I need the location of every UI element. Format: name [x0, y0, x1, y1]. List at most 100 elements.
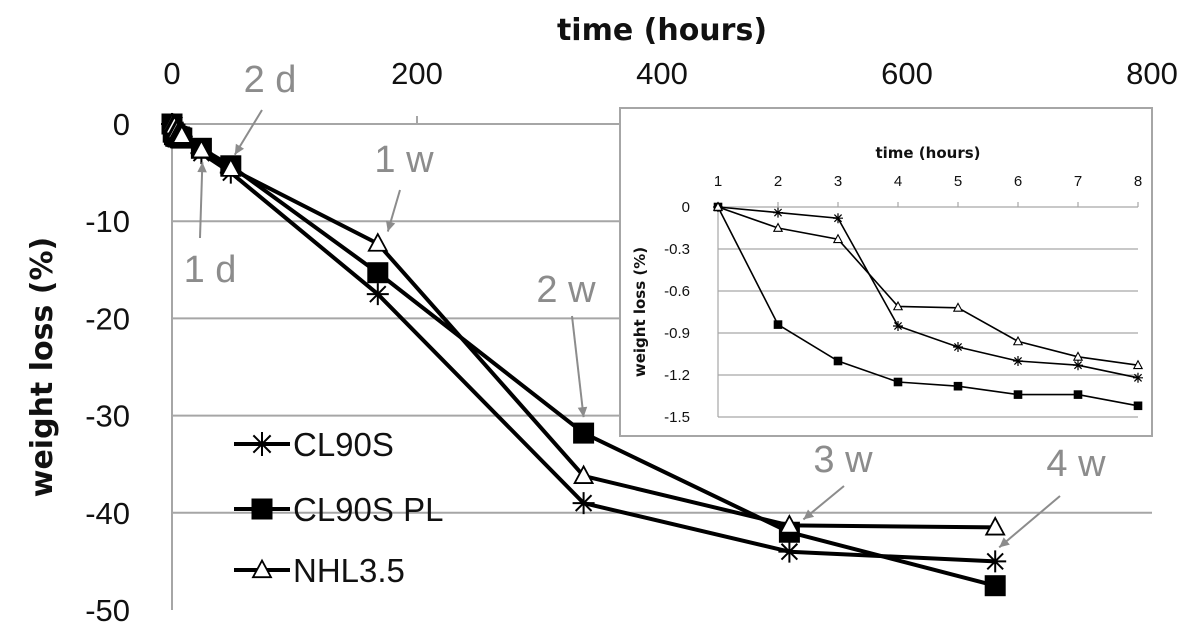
- main-y-tick-10: -10: [85, 204, 130, 239]
- point-cl90s-504: [778, 540, 801, 563]
- main-x-tick-200: 200: [391, 56, 443, 91]
- inset-x-tick-8: 8: [1134, 173, 1142, 190]
- annotation-arrowhead-2-w: [577, 406, 588, 418]
- inset-point-cl90s-pl-8: [1133, 401, 1143, 411]
- inset-point-cl90s-3: [833, 213, 843, 224]
- annotation-arrowhead-3-w: [803, 509, 815, 520]
- inset-series-line-cl90s: [717, 206, 1139, 379]
- inset-point-nhl3-5-5: [952, 302, 964, 312]
- annotation-label-2-d: 2 d: [244, 59, 297, 101]
- inset-x-tick-2: 2: [774, 173, 782, 190]
- inset-point-nhl3-5-4: [892, 300, 904, 311]
- annotation-1-w: 1 w: [374, 139, 434, 232]
- inset-point-cl90s-pl-3: [833, 356, 843, 366]
- legend-label-cl90s: CL90S: [293, 426, 394, 463]
- legend-entry-cl90s-pl: CL90S PL: [234, 491, 443, 528]
- inset-x-tick-4: 4: [894, 173, 902, 190]
- inset-point-nhl3-5-2: [772, 222, 784, 232]
- point-cl90s-pl-168: [367, 262, 389, 284]
- inset-y-tick-0-3: -0.3: [664, 241, 690, 258]
- main-x-tick-600: 600: [881, 56, 933, 91]
- main-x-tick-0: 0: [163, 56, 180, 91]
- legend-label-nhl3-5: NHL3.5: [293, 552, 405, 589]
- legend: CL90S CL90S PL NHL3.5: [234, 426, 443, 589]
- annotation-arrow-line-1-d: [199, 162, 204, 239]
- inset-series-nhl3-5: [712, 201, 1144, 370]
- inset-y-axis-title: weight loss (%): [631, 247, 649, 377]
- inset-point-cl90s-7: [1073, 360, 1083, 371]
- point-cl90s-672: [984, 550, 1007, 573]
- inset-x-tick-7: 7: [1074, 173, 1082, 190]
- inset-point-cl90s-6: [1013, 356, 1023, 366]
- annotation-arrow-line-4-w: [998, 495, 1061, 549]
- inset-point-nhl3-5-1: [712, 201, 724, 211]
- annotation-label-1-d: 1 d: [184, 249, 237, 291]
- inset-x-axis-title: time (hours): [875, 144, 980, 162]
- annotation-4-w: 4 w: [998, 443, 1106, 549]
- inset-x-tick-1: 1: [714, 173, 722, 190]
- main-x-tick-800: 800: [1126, 56, 1178, 91]
- point-nhl3-5-168: [367, 232, 389, 252]
- main-y-tick-0: 0: [113, 107, 130, 142]
- inset-point-nhl3-5-7: [1072, 351, 1084, 361]
- annotation-arrow-line-2-w: [571, 315, 585, 418]
- inset-point-nhl3-5-8: [1132, 359, 1144, 370]
- annotation-arrowhead-1-w: [385, 220, 396, 232]
- point-nhl3-5-48: [220, 157, 242, 177]
- point-nhl3-5-504: [778, 514, 800, 534]
- point-cl90s-pl-336: [573, 422, 595, 444]
- annotation-3-w: 3 w: [802, 439, 873, 521]
- inset-series-line-cl90s-pl: [717, 206, 1139, 407]
- legend-entry-cl90s: CL90S: [234, 426, 394, 463]
- annotation-arrowhead-4-w: [999, 537, 1010, 548]
- inset-point-cl90s-4: [893, 321, 903, 331]
- annotation-arrowhead-1-d: [197, 162, 207, 173]
- inset-point-cl90s-pl-6: [1013, 390, 1023, 399]
- inset-x-tick-6: 6: [1014, 173, 1022, 190]
- point-nhl3-5-24: [190, 138, 212, 159]
- point-nhl3-5-336: [573, 464, 595, 484]
- main-x-axis-title: time (hours): [557, 13, 767, 48]
- inset-point-cl90s-pl-2: [773, 320, 783, 329]
- main-y-tick-20: -20: [85, 301, 130, 336]
- inset-point-cl90s-5: [953, 342, 963, 352]
- inset-point-cl90s-pl-7: [1073, 390, 1083, 399]
- point-nhl3-5-8: [171, 124, 193, 144]
- annotation-label-2-w: 2 w: [536, 269, 596, 311]
- legend-entry-nhl3-5: NHL3.5: [234, 552, 405, 589]
- point-cl90s-168: [366, 283, 389, 306]
- main-y-axis-title: weight loss (%): [25, 237, 60, 498]
- annotation-2-d: 2 d: [233, 59, 297, 156]
- annotation-label-1-w: 1 w: [374, 139, 434, 181]
- inset-point-nhl3-5-6: [1012, 335, 1024, 346]
- annotation-label-4-w: 4 w: [1046, 443, 1106, 485]
- inset-y-tick-0: 0: [682, 199, 690, 216]
- inset-frame: [619, 107, 1153, 437]
- inset-series-cl90s: [713, 202, 1143, 383]
- inset-y-tick-1-5: -1.5: [664, 409, 690, 426]
- inset-chart: 0 -0.3 -0.6 -0.9 -1.2 -1.5 1 2 3 4 5 6 7 8 time (hours…: [619, 107, 1153, 437]
- main-y-tick-50: -50: [85, 593, 130, 628]
- main-annotations: 1 d 2 d 1 w 2 w 3 w 4 w: [184, 59, 1106, 549]
- main-series: [161, 112, 1007, 597]
- annotation-2-w: 2 w: [536, 269, 596, 418]
- annotation-arrowhead-2-d: [234, 143, 245, 155]
- inset-y-tick-0-6: -0.6: [664, 283, 690, 300]
- point-cl90s-pl-672: [984, 575, 1006, 597]
- inset-point-cl90s-2: [773, 207, 783, 218]
- main-x-tick-400: 400: [636, 56, 688, 91]
- inset-point-cl90s-pl-5: [953, 381, 963, 391]
- legend-marker-cl90s-pl: [251, 498, 273, 520]
- series-nhl3-5: [161, 112, 1006, 536]
- inset-x-tick-3: 3: [834, 173, 842, 190]
- main-y-tick-30: -30: [85, 399, 130, 434]
- annotation-1-d: 1 d: [184, 162, 237, 291]
- inset-series-line-nhl3-5: [717, 206, 1139, 366]
- point-cl90s-336: [572, 492, 595, 515]
- inset-point-cl90s-pl-4: [893, 377, 903, 387]
- legend-marker-nhl3-5: [251, 558, 273, 579]
- inset-x-tick-5: 5: [954, 173, 962, 190]
- annotation-label-3-w: 3 w: [813, 439, 873, 481]
- inset-y-tick-0-9: -0.9: [664, 325, 690, 342]
